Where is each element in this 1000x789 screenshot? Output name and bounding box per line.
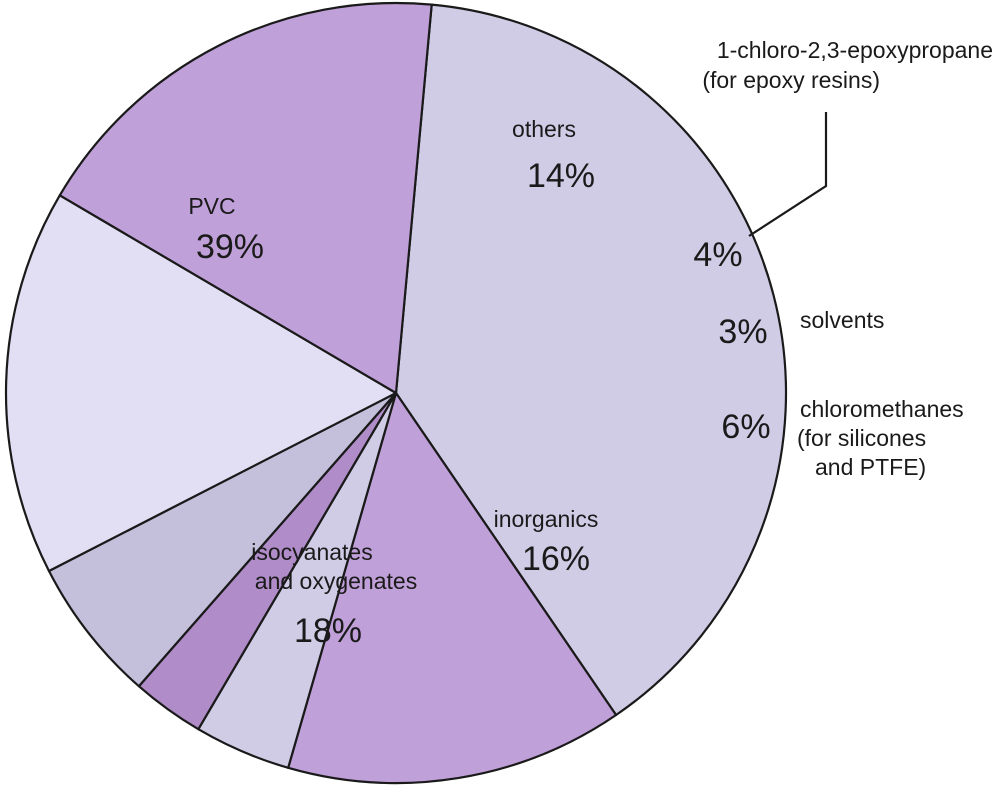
pie-slice-6	[4, 194, 398, 573]
epoxy-label-line2: (for epoxy resins)	[702, 67, 880, 93]
pvc-value-label: 39%	[196, 228, 264, 266]
pvc-label: PVC	[188, 193, 235, 219]
epoxy-leader-line	[748, 112, 828, 237]
pie-slice-7	[58, 1, 433, 395]
chloromethanes-label-line2: (for silicones	[797, 425, 926, 451]
solvents-label: solvents	[800, 307, 884, 333]
isocyanates-label-line2: and oxygenates	[255, 568, 417, 594]
isocyanates-label-line1: isocyanates	[251, 539, 372, 565]
inorganics-label: inorganics	[494, 506, 599, 532]
solvents-value-label: 3%	[718, 313, 767, 351]
pie-slice-5	[47, 391, 398, 688]
epoxy-label-line1: 1-chloro-2,3-epoxypropane	[717, 37, 993, 63]
pie-slices	[4, 1, 788, 785]
others-label: others	[512, 116, 576, 142]
chloromethanes-label-line1: chloromethanes	[800, 396, 964, 422]
isocyanates-value-label: 18%	[294, 612, 362, 650]
chloromethanes-label-line3: and PTFE)	[815, 454, 926, 480]
pie-slice-1	[394, 3, 788, 717]
inorganics-value-label: 16%	[522, 540, 590, 578]
epoxy-value-label: 4%	[693, 236, 742, 274]
chloromethanes-value-label: 6%	[721, 408, 770, 446]
others-value-label: 14%	[527, 157, 595, 195]
pie-slice-2	[287, 391, 618, 785]
